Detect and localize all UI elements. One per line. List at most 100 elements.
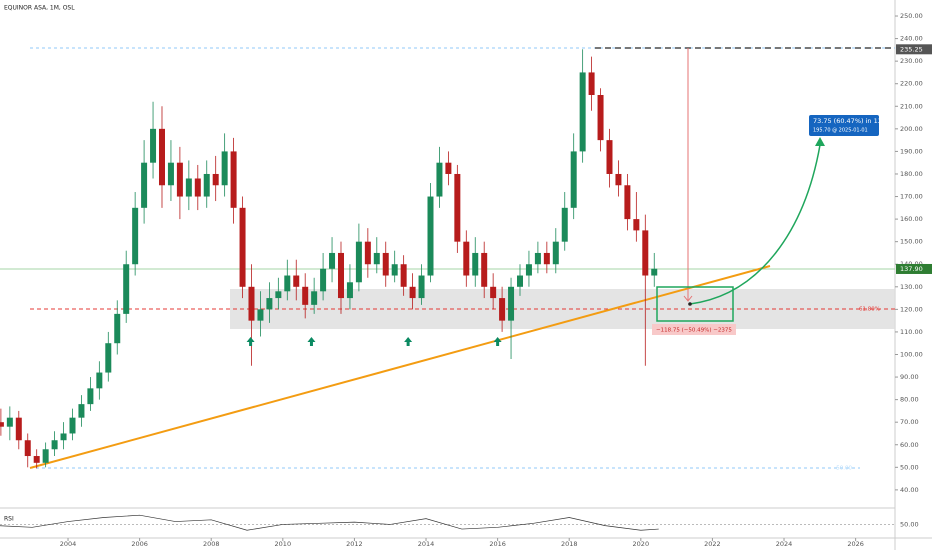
up-arrow [404,337,413,346]
y-tick-label: 110.00 [900,328,923,336]
level-box [896,263,932,274]
candle-body [78,404,85,418]
candle-body [284,275,291,292]
candle-body [33,456,40,463]
candle-body [337,252,344,299]
x-tick-label: 2020 [633,540,650,548]
up-arrow [493,337,502,346]
candle-body [24,440,31,457]
x-tick-label: 2022 [704,540,721,548]
y-tick-label: 150.00 [900,238,923,246]
candle-body [96,372,103,389]
candle-body [418,275,425,299]
candle-body [346,282,353,299]
y-tick-label: 160.00 [900,215,923,223]
y-tick-label: 130.00 [900,283,923,291]
candle-body [445,162,452,174]
candle-body [266,298,273,310]
x-tick-label: 2012 [346,540,363,548]
y-tick-label: 90.00 [900,373,919,381]
candle-body [257,309,264,321]
candle-body [194,178,201,197]
candle-body [158,128,165,186]
y-tick-label: 50.00 [900,463,919,471]
candle-body [60,433,67,441]
candle-body [123,264,130,314]
x-tick-label: 2018 [561,540,578,548]
low-label: 50.00 [836,466,852,472]
candle-body [409,286,416,299]
projection-curve [689,144,821,305]
level-label: 137.90 [900,265,923,273]
chart-title: EQUINOR ASA, 1M, OSL [4,5,75,12]
measure-down-label: −118.75 (−50.49%) −2375 [656,328,732,334]
y-tick-label: 200.00 [900,125,923,133]
candle-body [230,151,237,208]
candle-body [320,268,327,292]
y-tick-label: 250.00 [900,12,923,20]
candle-body [534,252,541,265]
candle-body [167,162,174,186]
y-tick-label: 170.00 [900,193,923,201]
candle-body [516,275,523,287]
y-tick-label: 180.00 [900,170,923,178]
y-tick-label: 220.00 [900,80,923,88]
rsi-label: RSI [4,516,14,523]
y-tick-label: 100.00 [900,350,923,358]
candle-body [293,275,300,287]
candle-body [382,252,389,276]
up-arrow [246,337,255,346]
candle-body [543,252,550,265]
level-label: 235.25 [900,45,923,53]
candle-body [248,286,255,321]
y-tick-label: 210.00 [900,102,923,110]
candle-body [203,173,210,197]
candle-body [329,252,336,269]
candle-body [525,264,532,276]
candle-body [51,440,58,450]
candle-body [141,162,148,208]
candle-body [570,151,577,208]
candle-body [400,264,407,287]
candle-body [69,417,76,434]
x-tick-label: 2004 [60,540,77,548]
rsi-line [0,514,659,531]
candle-body [481,252,488,287]
candle-body [114,313,121,344]
candle-body [355,241,362,283]
candle-body [552,241,559,265]
projection-start [688,302,692,306]
up-arrow [307,337,316,346]
candle-body [185,178,192,197]
candle-body [6,417,13,427]
candle-body [642,230,649,276]
candle-body [132,207,139,265]
candle-body [561,207,568,242]
candle-body [606,140,613,174]
measure-up-label: 73.75 (60.47%) in 1339d [813,117,894,125]
x-tick-label: 2024 [776,540,793,548]
candle-body [105,343,112,373]
x-tick-label: 2006 [131,540,148,548]
candle-body [391,264,398,276]
candle-body [508,286,515,321]
x-tick-label: 2016 [489,540,506,548]
y-tick-label: 60.00 [900,441,919,449]
x-tick-label: 2026 [847,540,864,548]
y-tick-label: 120.00 [900,305,923,313]
x-tick-label: 2014 [418,540,435,548]
fib-label: 61.80% [859,307,880,313]
candle-body [463,241,470,276]
candle-body [454,173,461,242]
y-tick-label: 190.00 [900,147,923,155]
candle-body [364,241,371,265]
candle-body [15,417,22,441]
y-tick-label: 240.00 [900,35,923,43]
candle-body [373,252,380,265]
trendline [29,265,771,469]
candle-body [275,291,282,299]
measure-up-sub: 195.70 @ 2025-01-01 [813,128,868,134]
candle-body [427,196,434,276]
y-tick-label: 40.00 [900,486,919,494]
